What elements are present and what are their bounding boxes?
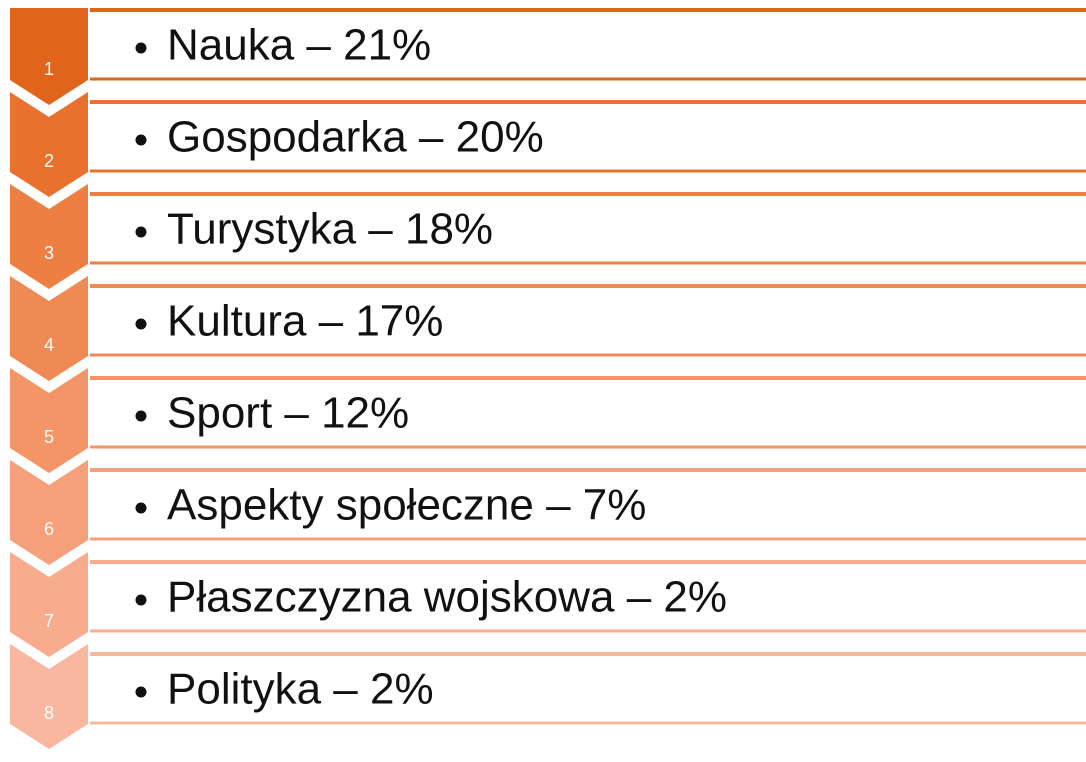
bullet (135, 318, 147, 330)
bullet (135, 410, 147, 422)
item-box (90, 376, 1086, 448)
item-box (90, 100, 1086, 172)
bullet (135, 42, 147, 54)
bullet (135, 594, 147, 606)
item-text: Płaszczyzna wojskowa – 2% (167, 573, 727, 622)
step-number: 2 (44, 151, 54, 171)
step-number: 5 (44, 427, 54, 447)
chevron (10, 552, 88, 657)
item-text: Nauka – 21% (167, 21, 431, 70)
chevron (10, 184, 88, 289)
chevron (10, 644, 88, 749)
chevron (10, 8, 88, 105)
item-text: Sport – 12% (167, 389, 409, 438)
item-box (90, 192, 1086, 264)
step-number: 8 (44, 703, 54, 723)
item-box (90, 560, 1086, 632)
item-text: Aspekty społeczne – 7% (167, 481, 646, 530)
chevron (10, 368, 88, 473)
item-text: Gospodarka – 20% (167, 113, 544, 162)
chevron (10, 276, 88, 381)
step-number: 1 (44, 59, 54, 79)
item-box (90, 284, 1086, 356)
chevron (10, 92, 88, 197)
bullet (135, 134, 147, 146)
bullet (135, 226, 147, 238)
bullet (135, 502, 147, 514)
step-number: 3 (44, 243, 54, 263)
chevron (10, 460, 88, 565)
item-text: Kultura – 17% (167, 297, 443, 346)
bullet (135, 686, 147, 698)
step-number: 6 (44, 519, 54, 539)
step-number: 7 (44, 611, 54, 631)
step-number: 4 (44, 335, 54, 355)
item-box (90, 468, 1086, 540)
item-box (90, 8, 1086, 80)
item-text: Turystyka – 18% (167, 205, 493, 254)
item-box (90, 652, 1086, 724)
item-text: Polityka – 2% (167, 665, 434, 714)
